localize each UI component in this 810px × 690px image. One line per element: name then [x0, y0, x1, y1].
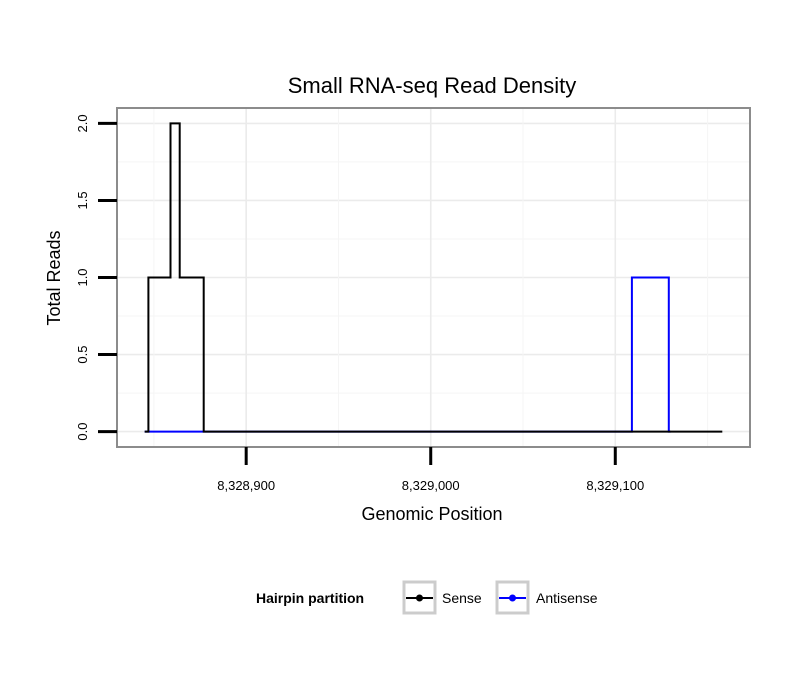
legend: Hairpin partition Sense Antisense [256, 580, 598, 615]
legend-label-sense: Sense [442, 590, 482, 606]
legend-item-sense: Sense [402, 580, 482, 615]
legend-swatch-dot-sense [416, 594, 423, 602]
legend-title: Hairpin partition [256, 590, 364, 606]
y-tick-label: 0.5 [75, 346, 90, 364]
legend-label-antisense: Antisense [536, 590, 598, 606]
x-axis-title: Genomic Position [361, 504, 502, 524]
x-tick-label: 8,329,100 [586, 478, 644, 493]
legend-item-antisense: Antisense [495, 580, 598, 615]
y-tick-label: 0.0 [75, 423, 90, 441]
y-tick-label: 1.5 [75, 191, 90, 209]
y-axis-title: Total Reads [44, 230, 64, 325]
series-line-sense [144, 122, 723, 433]
grid-lines [117, 108, 750, 447]
y-tick-label: 2.0 [75, 114, 90, 132]
x-axis: 8,328,900 8,329,000 8,329,100 [217, 447, 644, 493]
y-axis: 0.0 0.5 1.0 1.5 2.0 [75, 114, 117, 441]
chart-title: Small RNA-seq Read Density [288, 73, 577, 98]
x-tick-label: 8,329,000 [402, 478, 460, 493]
x-tick-label: 8,328,900 [217, 478, 275, 493]
legend-swatch-dot-antisense [509, 594, 516, 602]
y-tick-label: 1.0 [75, 268, 90, 286]
series-lines [144, 122, 723, 433]
